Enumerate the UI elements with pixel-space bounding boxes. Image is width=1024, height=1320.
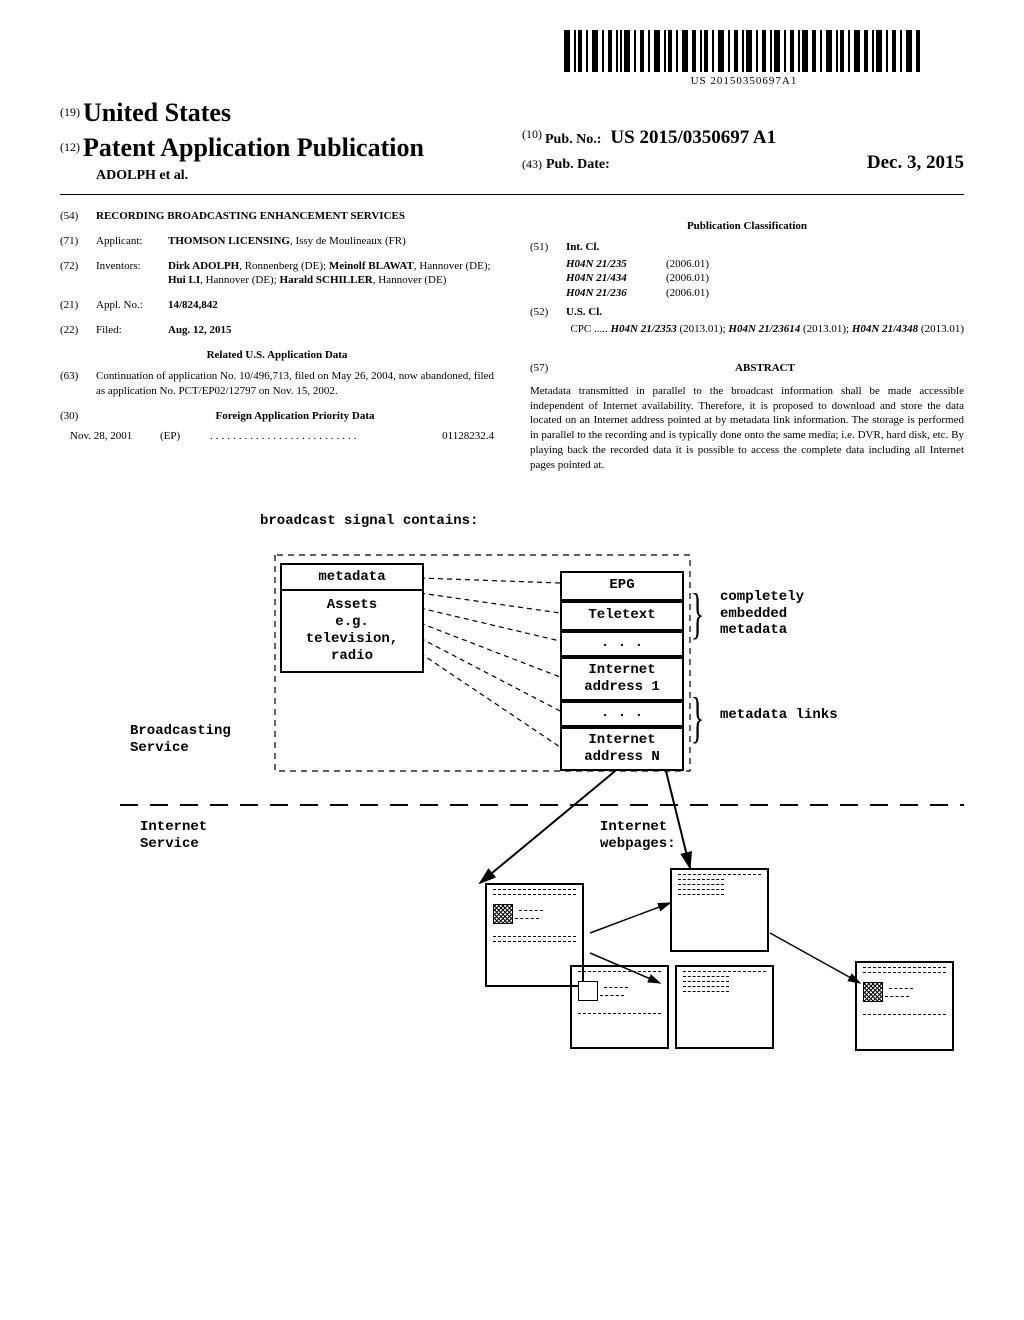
addr1-box: Internet address 1 xyxy=(560,657,684,701)
dots1-box: . . . xyxy=(560,631,684,657)
code-57: (57) xyxy=(530,361,566,376)
foreign-heading: Foreign Application Priority Data xyxy=(96,409,494,424)
inventors-label: Inventors: xyxy=(96,259,168,289)
applicant-label: Applicant: xyxy=(96,234,168,249)
webpage-3 xyxy=(570,965,669,1049)
pubdate-label: Pub. Date: xyxy=(546,156,610,175)
abstract-text: Metadata transmitted in parallel to the … xyxy=(530,384,964,473)
webpage-4 xyxy=(675,965,774,1049)
curly-brace-1: } xyxy=(691,577,704,653)
code-72: (72) xyxy=(60,259,96,289)
intcl-1-ver: (2006.01) xyxy=(666,271,709,286)
assets-box: Assets e.g. television, radio xyxy=(280,589,424,673)
webpage-5 xyxy=(855,961,954,1051)
foreign-dots: .......................... xyxy=(210,429,404,444)
internet-service-label: Internet Service xyxy=(140,819,207,853)
code-63: (63) xyxy=(60,369,96,399)
cpc-line: CPC ..... H04N 21/2353 (2013.01); H04N 2… xyxy=(566,322,964,337)
inventors-value: Dirk ADOLPH, Ronnenberg (DE); Meinolf BL… xyxy=(168,259,494,289)
code-52: (52) xyxy=(530,305,566,320)
classification-heading: Publication Classification xyxy=(530,219,964,234)
dots2-box: . . . xyxy=(560,701,684,727)
intcl-1-cls: H04N 21/434 xyxy=(566,271,666,286)
pubno-label: Pub. No.: xyxy=(545,132,601,147)
authors-line: ADOLPH et al. xyxy=(96,167,502,186)
filed-label: Filed: xyxy=(96,323,168,338)
embedded-label: completely embedded metadata xyxy=(720,589,804,639)
barcode-text: US 20150350697A1 xyxy=(564,74,924,89)
invention-title: RECORDING BROADCASTING ENHANCEMENT SERVI… xyxy=(96,209,494,224)
code-19: (19) xyxy=(60,105,80,119)
links-label: metadata links xyxy=(720,707,838,724)
foreign-date: Nov. 28, 2001 xyxy=(70,429,160,444)
header: (19) United States (12) Patent Applicati… xyxy=(60,95,964,195)
foreign-number: 01128232.4 xyxy=(404,429,494,444)
applicant-value: THOMSON LICENSING, Issy de Moulineaux (F… xyxy=(168,234,494,249)
applno-value: 14/824,842 xyxy=(168,298,494,313)
barcode: US 20150350697A1 xyxy=(564,30,924,89)
intcl-0-ver: (2006.01) xyxy=(666,257,709,272)
intcl-2-cls: H04N 21/236 xyxy=(566,286,666,301)
epg-box: EPG xyxy=(560,571,684,601)
code-21: (21) xyxy=(60,298,96,313)
publication-number: US 2015/0350697 A1 xyxy=(610,127,776,148)
code-43: (43) xyxy=(522,156,542,172)
uscl-label: U.S. Cl. xyxy=(566,305,964,320)
broadcasting-label: Broadcasting Service xyxy=(130,723,231,757)
code-22: (22) xyxy=(60,323,96,338)
filed-value: Aug. 12, 2015 xyxy=(168,323,494,338)
addrN-box: Internet address N xyxy=(560,727,684,771)
curly-brace-2: } xyxy=(691,681,704,757)
intcl-2-ver: (2006.01) xyxy=(666,286,709,301)
publication-date: Dec. 3, 2015 xyxy=(867,150,964,176)
applno-label: Appl. No.: xyxy=(96,298,168,313)
related-text: Continuation of application No. 10/496,7… xyxy=(96,369,494,399)
barcode-block: US 20150350697A1 xyxy=(60,30,964,89)
abstract-heading: ABSTRACT xyxy=(566,361,964,376)
country: United States xyxy=(83,98,231,127)
intcl-label: Int. Cl. xyxy=(566,240,964,255)
publication-type: Patent Application Publication xyxy=(83,133,424,162)
webpage-2 xyxy=(670,868,769,952)
foreign-country: (EP) xyxy=(160,429,210,444)
code-71: (71) xyxy=(60,234,96,249)
code-30: (30) xyxy=(60,409,96,424)
teletext-box: Teletext xyxy=(560,601,684,631)
related-heading: Related U.S. Application Data xyxy=(60,348,494,363)
webpages-label: Internet webpages: xyxy=(600,819,676,853)
figure: broadcast signal contains: xyxy=(120,513,964,1073)
code-12: (12) xyxy=(60,140,80,154)
figure-connectors xyxy=(120,513,964,1073)
code-10: (10) xyxy=(522,127,542,141)
code-54: (54) xyxy=(60,209,96,224)
code-51: (51) xyxy=(530,240,566,255)
figure-title: broadcast signal contains: xyxy=(260,513,478,530)
intcl-0-cls: H04N 21/235 xyxy=(566,257,666,272)
